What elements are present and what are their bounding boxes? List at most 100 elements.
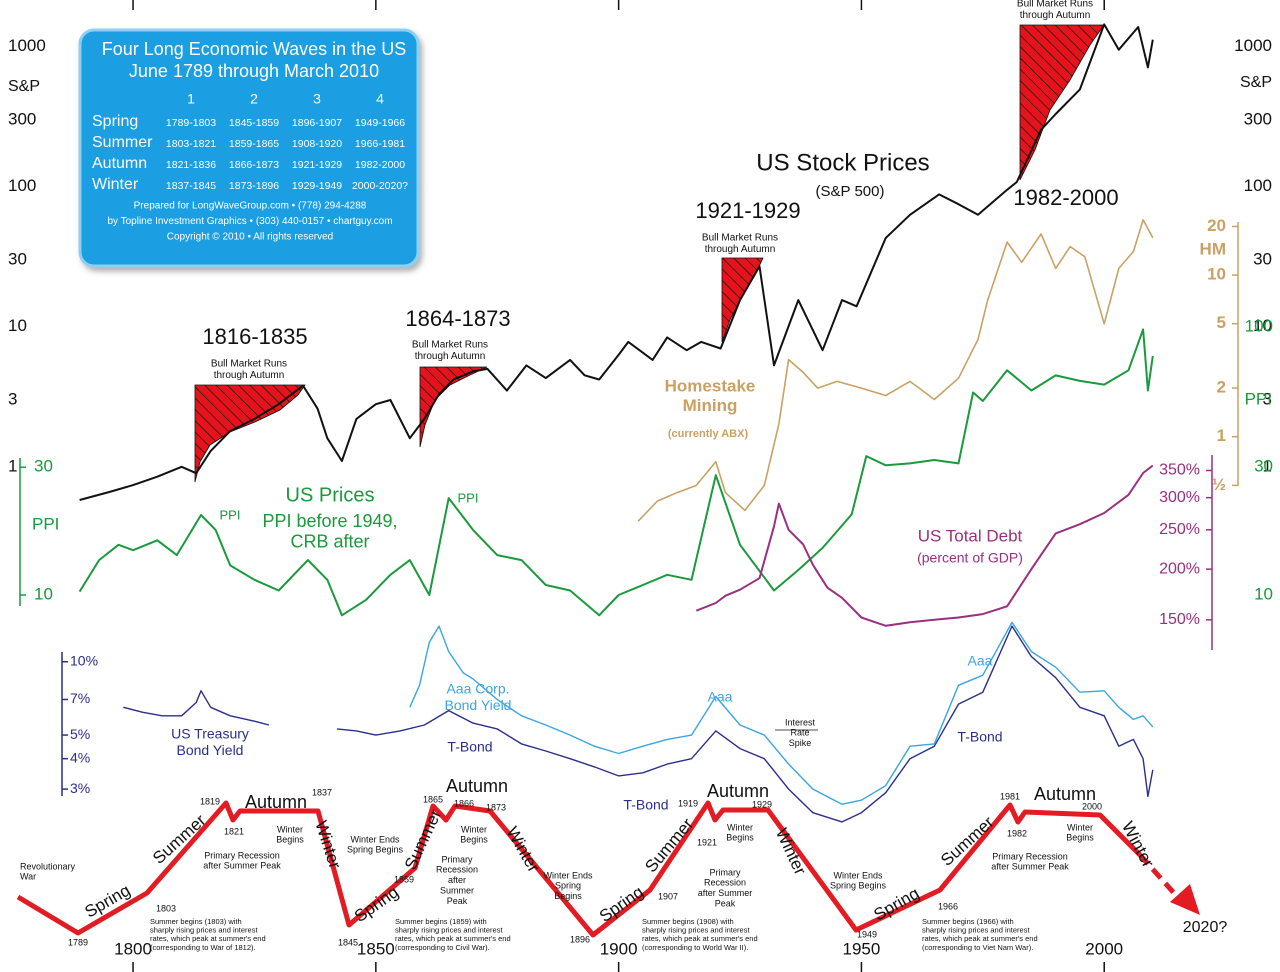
y-tick-label: 10 — [1207, 265, 1226, 284]
info-period: 1789-1803 — [166, 117, 216, 129]
annotation: Bull Market Runs — [1017, 0, 1093, 10]
wave-label: Winter Ends — [350, 834, 400, 844]
y-tick-label: 100 — [8, 176, 36, 195]
chart-lines — [78, 23, 1154, 823]
y-tick-label: ½ — [1212, 475, 1226, 494]
wave-label: Revolutionary — [20, 861, 76, 871]
chart-title: US Prices — [286, 484, 375, 506]
data-line — [78, 328, 1154, 617]
wave-label: 2000 — [1082, 801, 1102, 811]
y-tick-label: 2 — [1217, 378, 1226, 397]
y-tick-label: 300 — [8, 109, 36, 128]
info-period: 1921-1929 — [292, 159, 342, 171]
y-tick-label: 350% — [1159, 462, 1200, 479]
data-line — [695, 464, 1154, 627]
annotation: Bull Market Runs — [702, 233, 778, 244]
wave-label: Primary — [710, 867, 741, 877]
wave-label: (corresponding to World War II). — [642, 943, 748, 952]
info-subtitle: June 1789 through March 2010 — [129, 61, 379, 81]
wave-line — [16, 800, 1142, 938]
y-tick-label: 10 — [8, 316, 27, 335]
wave-label: Winter Ends — [543, 870, 593, 880]
info-period: 1821-1836 — [166, 159, 216, 171]
wave-label: Primary — [442, 854, 473, 864]
wave-label: Summer begins (1859) with — [395, 917, 487, 926]
y-tick-label: 10 — [1253, 316, 1272, 335]
wave-label: Begins — [1066, 833, 1094, 843]
annotation: through Autumn — [214, 370, 285, 381]
info-period: 1896-1907 — [292, 117, 342, 129]
wave-label: Begins — [460, 835, 488, 845]
wave-label: Summer begins (1908) with — [642, 917, 734, 926]
x-tick-label: 1800 — [114, 939, 152, 958]
annotation: Aaa — [968, 653, 993, 669]
y-tick-label: 200% — [1159, 560, 1200, 577]
y-tick-label: 1 — [8, 456, 17, 475]
wave-label: Peak — [715, 898, 736, 908]
wave-label: rates, which peak at summer's end — [642, 934, 758, 943]
bull-market-region — [419, 366, 488, 448]
chart-subtitle: CRB after — [290, 531, 369, 551]
wave-arrowhead — [1170, 884, 1200, 915]
y-tick-label: 5 — [1217, 313, 1226, 332]
chart-title: Homestake — [665, 376, 756, 395]
y-tick-label: 150% — [1159, 611, 1200, 628]
annotation: PPI — [220, 507, 241, 522]
wave-label: 1921 — [697, 837, 717, 847]
axis-label: HM — [1200, 239, 1226, 258]
y-tick-label: 30 — [1253, 249, 1272, 268]
wave-label: Autumn — [245, 792, 307, 812]
wave-label: 1837 — [312, 787, 332, 797]
wave-label: Autumn — [446, 776, 508, 796]
annotation: Aaa Corp. — [446, 681, 509, 697]
wave-label: sharply rising prices and interest — [922, 926, 1030, 935]
annotation: Spike — [789, 738, 812, 748]
wave-label: Winter — [277, 824, 303, 834]
annotation: Interest — [785, 717, 816, 727]
chart-subtitle: (S&P 500) — [816, 183, 885, 200]
info-column: 1 — [187, 91, 195, 107]
data-line — [123, 625, 1154, 823]
chart-title: US Stock Prices — [756, 149, 929, 176]
wave-label: sharply rising prices and interest — [642, 926, 750, 935]
wave-label: 1789 — [68, 937, 88, 947]
data-line — [409, 621, 1154, 805]
wave-label: after Summer — [698, 888, 753, 898]
annotation: through Autumn — [1020, 10, 1091, 21]
info-period: 1866-1873 — [229, 159, 279, 171]
info-season: Winter — [92, 176, 139, 193]
data-line — [637, 219, 1154, 522]
wave-label: after Summer Peak — [991, 862, 1069, 872]
wave-label: 1865 — [423, 794, 443, 804]
info-season: Summer — [92, 134, 153, 151]
annotation: Bond Yield — [445, 697, 512, 713]
series-label: Aaa — [708, 689, 733, 705]
wave-label: after Summer Peak — [203, 861, 281, 871]
annotation: Bull Market Runs — [412, 340, 488, 351]
wave-label: 1981 — [1000, 791, 1020, 801]
wave-label: Summer begins (1966) with — [922, 917, 1014, 926]
info-period: 1859-1865 — [229, 138, 279, 150]
y-tick-label: 4% — [70, 749, 90, 765]
axis-label: PPI — [32, 514, 59, 533]
annotation: T-Bond — [957, 729, 1002, 745]
x-tick-label: 1950 — [843, 939, 881, 958]
wave-label: sharply rising prices and interest — [395, 926, 503, 935]
y-tick-label: 10 — [1254, 585, 1273, 604]
info-period: 1873-1896 — [229, 180, 279, 192]
x-tick-label: 1850 — [357, 939, 395, 958]
wave-label: Winter — [461, 824, 487, 834]
wave-label: Winter Ends — [833, 870, 883, 880]
info-period: 1837-1845 — [166, 180, 216, 192]
wave-label: Primary Recession — [992, 851, 1068, 861]
y-tick-label: 30 — [34, 457, 53, 476]
annotation: Bull Market Runs — [211, 359, 287, 370]
annotation: 1864-1873 — [405, 306, 510, 331]
info-period: 2000-2020? — [352, 180, 408, 192]
wave-label: 1803 — [156, 903, 176, 913]
y-tick-label: 1 — [1217, 426, 1226, 445]
axis-label: PPI — [1245, 389, 1272, 408]
y-tick-label: 30 — [8, 249, 27, 268]
